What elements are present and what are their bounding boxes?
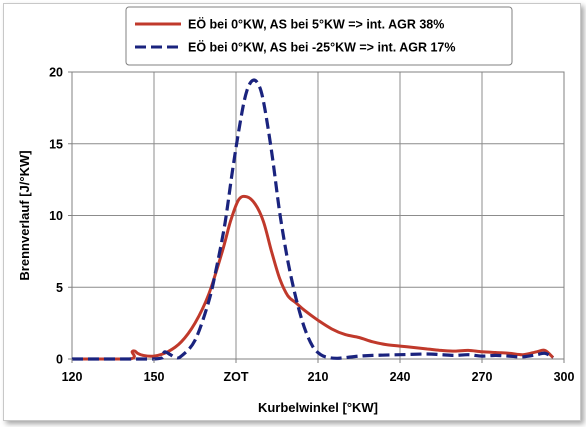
axes: 120 150 ZOT 210 240 270 300 0 5 10 15 20 bbox=[49, 66, 574, 385]
y-tick-label: 15 bbox=[49, 137, 63, 151]
x-tick-label: 300 bbox=[554, 370, 575, 384]
x-tick-label: ZOT bbox=[224, 370, 249, 384]
legend: EÖ bei 0°KW, AS bei 5°KW => int. AGR 38%… bbox=[125, 6, 513, 66]
series-line-1 bbox=[72, 194, 555, 361]
legend-label-series-1: EÖ bei 0°KW, AS bei 5°KW => int. AGR 38% bbox=[188, 17, 444, 32]
x-tick-label: 270 bbox=[472, 370, 493, 384]
y-tick-label: 0 bbox=[56, 353, 63, 367]
x-tick-label: 240 bbox=[390, 370, 411, 384]
x-axis-title: Kurbelwinkel [°KW] bbox=[258, 400, 378, 415]
y-axis-title: Brennverlauf [J/°KW] bbox=[17, 150, 32, 280]
x-tick-label: 210 bbox=[308, 370, 329, 384]
x-tick-label: 150 bbox=[144, 370, 165, 384]
y-tick-label: 20 bbox=[49, 66, 63, 80]
series-line-2 bbox=[72, 78, 554, 361]
grid bbox=[71, 71, 565, 360]
series-layer bbox=[72, 78, 555, 361]
legend-box bbox=[125, 6, 513, 66]
x-tick-label: 120 bbox=[62, 370, 83, 384]
legend-label-series-2: EÖ bei 0°KW, AS bei -25°KW => int. AGR 1… bbox=[188, 40, 455, 55]
y-tick-label: 5 bbox=[56, 281, 63, 295]
y-tick-label: 10 bbox=[49, 209, 63, 223]
